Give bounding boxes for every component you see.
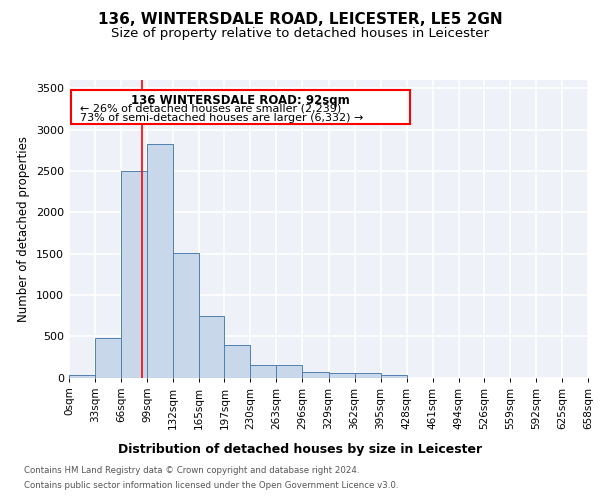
Text: Distribution of detached houses by size in Leicester: Distribution of detached houses by size … (118, 442, 482, 456)
Bar (250, 365, 277, 378)
Bar (71, 90, 410, 124)
Bar (224, 346, 250, 378)
Text: 136, WINTERSDALE ROAD, LEICESTER, LE5 2GN: 136, WINTERSDALE ROAD, LEICESTER, LE5 2G… (98, 12, 502, 28)
Y-axis label: Number of detached properties: Number of detached properties (17, 136, 31, 322)
Text: Contains HM Land Registry data © Crown copyright and database right 2024.: Contains HM Land Registry data © Crown c… (24, 466, 359, 475)
Bar (95, 338, 121, 378)
Bar (173, 252, 199, 378)
Bar (199, 316, 224, 378)
Text: Contains public sector information licensed under the Open Government Licence v3: Contains public sector information licen… (24, 481, 398, 490)
Bar (302, 372, 329, 378)
Text: 73% of semi-detached houses are larger (6,332) →: 73% of semi-detached houses are larger (… (80, 114, 364, 124)
Text: 136 WINTERSDALE ROAD: 92sqm: 136 WINTERSDALE ROAD: 92sqm (131, 94, 350, 108)
Bar (277, 365, 302, 378)
Bar (329, 374, 355, 378)
Bar (355, 374, 380, 378)
Text: ← 26% of detached houses are smaller (2,239): ← 26% of detached houses are smaller (2,… (80, 104, 341, 114)
Bar (69, 375, 95, 378)
Bar (121, 171, 147, 378)
Text: Size of property relative to detached houses in Leicester: Size of property relative to detached ho… (111, 28, 489, 40)
Bar (380, 375, 407, 378)
Bar (147, 144, 173, 378)
